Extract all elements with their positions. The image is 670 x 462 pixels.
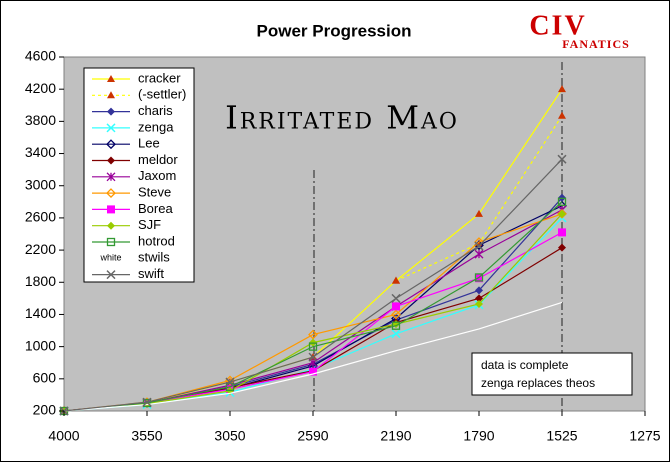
- legend-label: stwils: [138, 250, 170, 265]
- legend-label: charis: [138, 103, 173, 118]
- marker: [106, 270, 116, 280]
- annotation-line: data is complete: [481, 358, 569, 372]
- marker: [558, 209, 566, 218]
- marker: [309, 367, 317, 376]
- y-tick-label: 3400: [25, 144, 56, 160]
- legend-label: Jaxom: [138, 168, 176, 183]
- legend-label: meldor: [138, 152, 178, 167]
- y-tick-label: 1000: [25, 337, 56, 353]
- x-tick-label: 1790: [463, 428, 494, 444]
- marker: [225, 377, 235, 387]
- marker: [107, 75, 115, 82]
- series-line: [63, 301, 563, 412]
- annotation-main: Irritated Mao: [225, 99, 459, 137]
- x-tick-label: 2190: [380, 428, 411, 444]
- marker: [142, 397, 152, 407]
- legend-label: zenga: [138, 119, 174, 134]
- marker: [308, 352, 318, 362]
- marker: [392, 276, 400, 284]
- marker: [474, 249, 484, 259]
- marker: [392, 302, 400, 311]
- marker: [558, 85, 566, 93]
- marker: [474, 241, 484, 251]
- marker: [558, 228, 566, 237]
- x-tick-label: 1525: [546, 428, 577, 444]
- y-tick-label: 2600: [25, 209, 56, 225]
- marker: [557, 154, 567, 164]
- y-tick-label: 2200: [25, 241, 56, 257]
- marker: [475, 274, 483, 283]
- logo-bottom: FANATICS: [562, 37, 630, 51]
- legend-label: swift: [138, 266, 164, 281]
- marker: [106, 139, 116, 150]
- marker: [308, 342, 318, 351]
- marker: [225, 382, 235, 392]
- marker: [308, 329, 318, 340]
- marker: [391, 321, 401, 330]
- marker: [106, 172, 116, 182]
- marker: [391, 309, 401, 320]
- y-tick-label: 3000: [25, 176, 56, 192]
- legend-label: SJF: [138, 217, 161, 232]
- marker: [475, 286, 483, 295]
- marker: [107, 221, 115, 230]
- x-tick-label: 2590: [297, 428, 328, 444]
- marker: [107, 156, 115, 165]
- marker: [107, 107, 115, 116]
- y-tick-label: 4200: [25, 80, 56, 96]
- marker: [391, 293, 401, 303]
- y-tick-label: 200: [33, 402, 57, 418]
- marker: [475, 299, 483, 308]
- legend-label: cracker: [138, 70, 181, 85]
- y-tick-label: 600: [33, 370, 57, 386]
- legend-label: Lee: [138, 136, 160, 151]
- marker: [106, 237, 116, 247]
- logo-top: CIV: [529, 10, 586, 41]
- marker: [106, 188, 116, 199]
- marker: [107, 205, 115, 214]
- y-tick-label: 3800: [25, 112, 56, 128]
- annotation-line: zenga replaces theos: [481, 376, 595, 390]
- marker: [475, 209, 483, 217]
- y-tick-label: 4600: [25, 48, 56, 64]
- legend: [83, 67, 195, 283]
- annotation-box: [471, 352, 633, 396]
- marker: [557, 197, 567, 206]
- legend-marker-text: white: [99, 253, 121, 263]
- marker: [558, 111, 566, 119]
- x-tick-label: 3050: [214, 428, 245, 444]
- marker: [475, 294, 483, 303]
- legend-label: Borea: [138, 201, 173, 216]
- legend-label: hotrod: [138, 233, 175, 248]
- marker: [107, 91, 115, 99]
- marker: [474, 273, 484, 282]
- y-tick-label: 1800: [25, 273, 56, 289]
- x-tick-label: 1275: [629, 428, 660, 444]
- legend-label: (-settler): [138, 87, 186, 102]
- chart-title: Power Progression: [257, 21, 412, 40]
- x-tick-label: 4000: [48, 428, 79, 444]
- marker: [106, 123, 116, 133]
- x-tick-label: 3550: [131, 428, 162, 444]
- marker: [391, 329, 401, 339]
- marker: [558, 243, 566, 252]
- y-tick-label: 1400: [25, 305, 56, 321]
- legend-label: Steve: [138, 185, 171, 200]
